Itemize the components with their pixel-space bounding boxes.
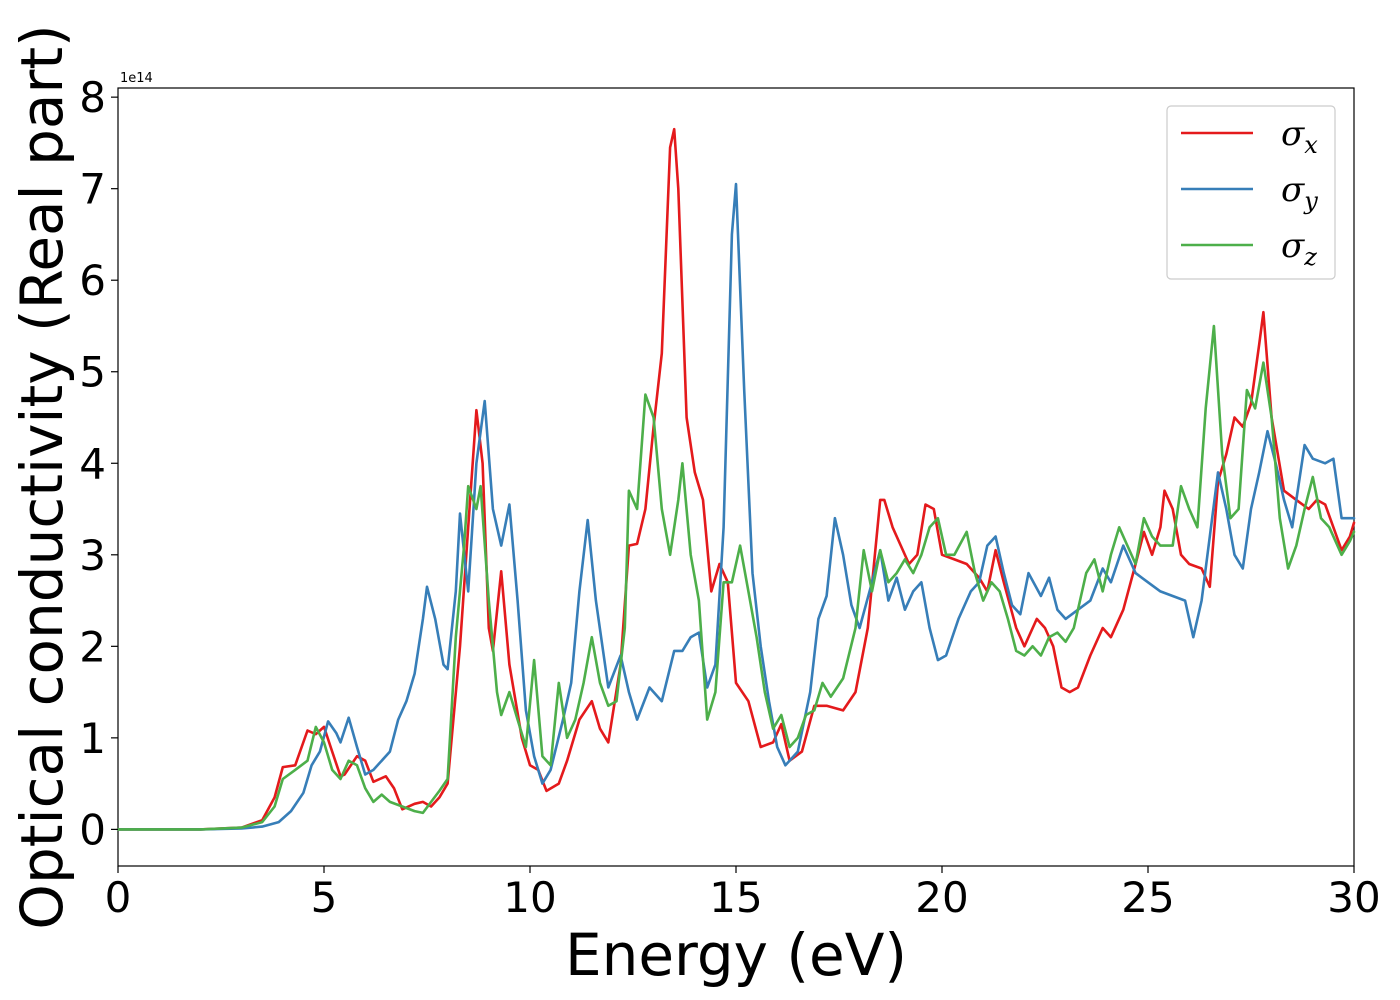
legend-label-z: σz <box>1281 226 1317 271</box>
series-layer <box>116 127 1356 831</box>
y-tick-label: 0 <box>79 805 106 854</box>
y-tick-label: 4 <box>79 439 106 488</box>
y-offset-label: 1e14 <box>120 71 153 86</box>
y-tick-label: 7 <box>79 165 106 214</box>
x-tick-label: 20 <box>915 873 968 922</box>
y-tick-label: 2 <box>79 622 106 671</box>
y-tick-label: 3 <box>79 531 106 580</box>
legend-label-x: σx <box>1281 114 1318 159</box>
series-line-z <box>116 324 1356 831</box>
y-tick-label: 8 <box>79 73 106 122</box>
x-axis-label: Energy (eV) <box>565 921 907 989</box>
x-tick-label: 5 <box>311 873 338 922</box>
x-axis: 0 5 10 15 20 25 30 <box>105 866 1381 922</box>
x-tick-label: 10 <box>503 873 556 922</box>
y-axis-label: Optical conductivity (Real part) <box>8 24 76 929</box>
series-line-x <box>116 127 1356 831</box>
x-tick-label: 0 <box>105 873 132 922</box>
y-tick-label: 6 <box>79 256 106 305</box>
series-line-y <box>116 182 1356 831</box>
y-tick-label: 5 <box>79 348 106 397</box>
x-tick-label: 15 <box>709 873 762 922</box>
y-axis: 0 1 2 3 4 5 6 7 8 <box>79 73 118 854</box>
x-tick-label: 25 <box>1121 873 1174 922</box>
y-tick-label: 1 <box>79 714 106 763</box>
legend: σx σy σz <box>1166 105 1336 280</box>
x-tick-label: 30 <box>1327 873 1380 922</box>
legend-box <box>1166 105 1336 280</box>
plot-area <box>116 87 1356 867</box>
legend-label-y: σy <box>1281 170 1318 215</box>
